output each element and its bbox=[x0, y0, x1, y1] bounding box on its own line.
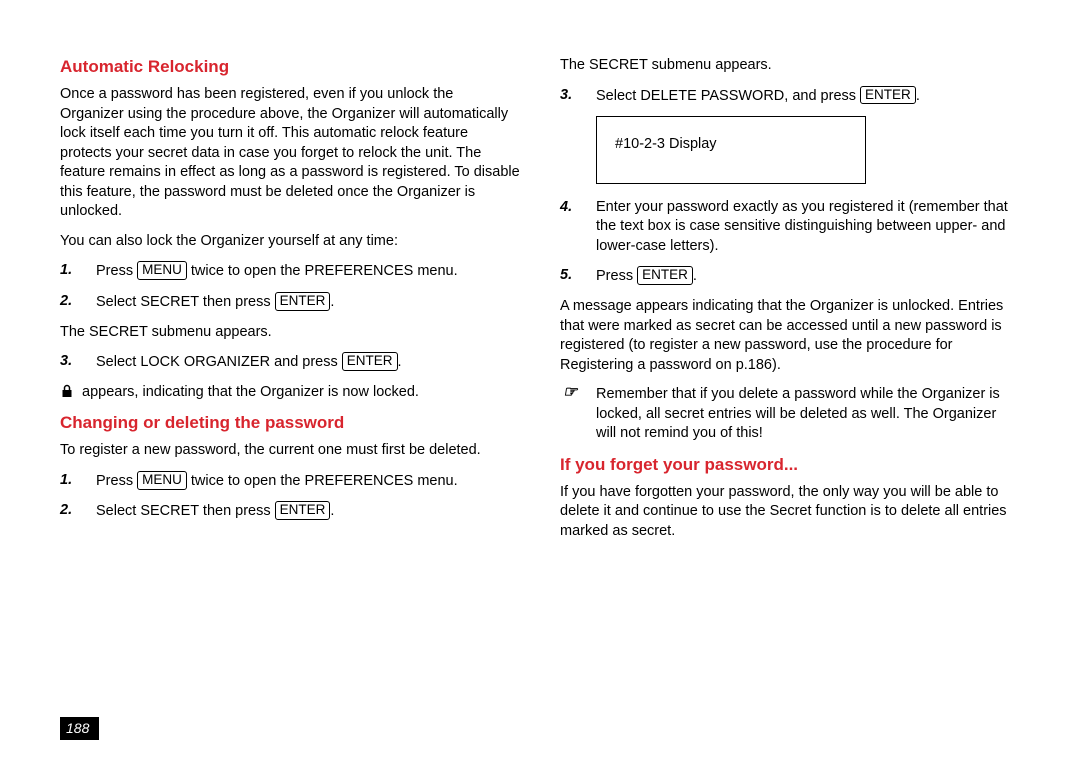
left-column: Automatic Relocking Once a password has … bbox=[60, 56, 520, 705]
step-1: 1. Press MENU twice to open the PREFEREN… bbox=[60, 261, 520, 282]
note-text: Remember that if you delete a password w… bbox=[596, 385, 1020, 444]
step-text: Select DELETE PASSWORD, and press ENTER. bbox=[596, 86, 1020, 107]
step-text: Press MENU twice to open the PREFERENCES… bbox=[96, 471, 520, 492]
heading-automatic-relocking: Automatic Relocking bbox=[60, 56, 520, 79]
enter-key: ENTER bbox=[637, 266, 693, 285]
menu-key: MENU bbox=[137, 261, 187, 280]
text: Press bbox=[596, 268, 637, 284]
text: . bbox=[916, 88, 920, 104]
step-number: 4. bbox=[560, 198, 580, 257]
text: . bbox=[330, 503, 334, 519]
text: Select SECRET then press bbox=[96, 294, 275, 310]
body-text: To register a new password, the current … bbox=[60, 441, 520, 461]
heading-forget-password: If you forget your password... bbox=[560, 454, 1020, 477]
step-text: Enter your password exactly as you regis… bbox=[596, 198, 1020, 257]
step-text: Select LOCK ORGANIZER and press ENTER. bbox=[96, 352, 520, 373]
text: Press bbox=[96, 473, 137, 489]
text: Press bbox=[96, 263, 137, 279]
enter-key: ENTER bbox=[860, 86, 916, 105]
step-number: 5. bbox=[560, 266, 580, 287]
step-number: 1. bbox=[60, 471, 80, 492]
lock-indicator-line: appears, indicating that the Organizer i… bbox=[60, 383, 520, 403]
text: . bbox=[398, 354, 402, 370]
step-4: 4. Enter your password exactly as you re… bbox=[560, 198, 1020, 257]
note-row: ☞ Remember that if you delete a password… bbox=[560, 385, 1020, 444]
body-text: The SECRET submenu appears. bbox=[60, 323, 520, 343]
text: Select SECRET then press bbox=[96, 503, 275, 519]
body-text: You can also lock the Organizer yourself… bbox=[60, 232, 520, 252]
enter-key: ENTER bbox=[275, 292, 331, 311]
two-column-layout: Automatic Relocking Once a password has … bbox=[60, 56, 1020, 705]
body-text: The SECRET submenu appears. bbox=[560, 56, 1020, 76]
step-number: 3. bbox=[60, 352, 80, 373]
step-2: 2. Select SECRET then press ENTER. bbox=[60, 501, 520, 522]
step-text: Press ENTER. bbox=[596, 266, 1020, 287]
body-text: Once a password has been registered, eve… bbox=[60, 85, 520, 222]
text: . bbox=[693, 268, 697, 284]
step-number: 2. bbox=[60, 292, 80, 313]
display-text: #10-2-3 Display bbox=[615, 136, 717, 152]
text: Select DELETE PASSWORD, and press bbox=[596, 88, 860, 104]
text: . bbox=[330, 294, 334, 310]
text: twice to open the PREFERENCES menu. bbox=[187, 263, 458, 279]
body-text: A message appears indicating that the Or… bbox=[560, 297, 1020, 375]
step-2: 2. Select SECRET then press ENTER. bbox=[60, 292, 520, 313]
heading-changing-password: Changing or deleting the password bbox=[60, 412, 520, 435]
enter-key: ENTER bbox=[275, 501, 331, 520]
step-3: 3. Select LOCK ORGANIZER and press ENTER… bbox=[60, 352, 520, 373]
page-footer: 188 bbox=[60, 717, 1020, 740]
display-box: #10-2-3 Display bbox=[596, 116, 866, 184]
step-text: Select SECRET then press ENTER. bbox=[96, 292, 520, 313]
text: Select LOCK ORGANIZER and press bbox=[96, 354, 342, 370]
step-5: 5. Press ENTER. bbox=[560, 266, 1020, 287]
step-1: 1. Press MENU twice to open the PREFEREN… bbox=[60, 471, 520, 492]
step-text: Select SECRET then press ENTER. bbox=[96, 501, 520, 522]
manual-page: Automatic Relocking Once a password has … bbox=[0, 0, 1080, 760]
text: appears, indicating that the Organizer i… bbox=[78, 384, 419, 400]
lock-icon bbox=[60, 384, 74, 398]
step-number: 3. bbox=[560, 86, 580, 107]
pointing-hand-icon: ☞ bbox=[560, 385, 580, 444]
page-number: 188 bbox=[60, 717, 99, 740]
step-text: Press MENU twice to open the PREFERENCES… bbox=[96, 261, 520, 282]
step-number: 2. bbox=[60, 501, 80, 522]
text: twice to open the PREFERENCES menu. bbox=[187, 473, 458, 489]
step-3: 3. Select DELETE PASSWORD, and press ENT… bbox=[560, 86, 1020, 107]
step-number: 1. bbox=[60, 261, 80, 282]
right-column: The SECRET submenu appears. 3. Select DE… bbox=[560, 56, 1020, 705]
menu-key: MENU bbox=[137, 471, 187, 490]
enter-key: ENTER bbox=[342, 352, 398, 371]
body-text: If you have forgotten your password, the… bbox=[560, 483, 1020, 542]
